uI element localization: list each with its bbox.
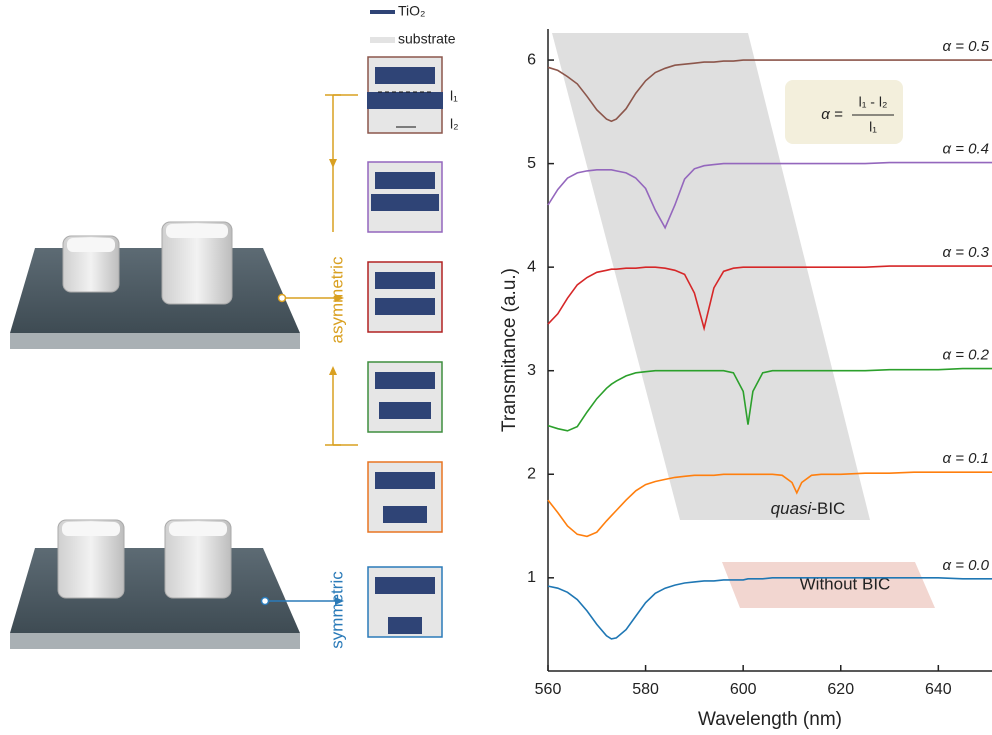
arrow-head [329, 366, 337, 375]
tio2-bar [375, 298, 435, 315]
arrow-origin [262, 598, 269, 605]
arrow-origin [279, 295, 286, 302]
formula-box [785, 80, 903, 144]
tio2-bar [375, 67, 435, 84]
symmetric-label: symmetric [327, 571, 346, 649]
tio2-bar [388, 617, 422, 634]
y-tick-label: 6 [527, 51, 536, 68]
y-tick-label: 4 [527, 258, 536, 275]
formula-numerator: l₁ - l₂ [859, 94, 888, 110]
figure: TiO₂ substrate l₁ l₂ asymmetric symmetri… [0, 0, 992, 735]
series-label: α = 0.4 [942, 141, 989, 158]
substrate-top [10, 548, 300, 633]
series-label: α = 0.3 [942, 244, 989, 261]
x-tick-label: 600 [730, 681, 757, 698]
formula-lhs: α = [821, 106, 843, 123]
pillar-top [166, 224, 228, 238]
bic: -BIC [811, 499, 845, 518]
tio2-bar [371, 194, 439, 211]
y-axis-title: Transmitance (a.u.) [499, 268, 520, 432]
series-label: α = 0.1 [942, 450, 989, 467]
l2-label: l₂ [450, 116, 459, 132]
legend-label: substrate [398, 31, 456, 47]
asymmetric-label: asymmetric [327, 256, 346, 343]
legend-label: TiO₂ [398, 3, 425, 19]
pillar-top [62, 522, 120, 536]
y-tick-label: 1 [527, 569, 536, 586]
tio2-bar [375, 372, 435, 389]
x-tick-label: 580 [632, 681, 659, 698]
substrate-side [10, 333, 300, 349]
substrate-top [10, 248, 300, 333]
tio2-bar [379, 402, 431, 419]
arrow-head [329, 159, 337, 168]
tio2-bar [375, 472, 435, 489]
tio2-bar [375, 272, 435, 289]
tio2-bar [375, 172, 435, 189]
formula-denominator: l₁ [869, 119, 877, 135]
y-tick-label: 2 [527, 465, 536, 482]
pillar-top [169, 522, 227, 536]
series-label: α = 0.0 [942, 557, 989, 574]
tio2-bar [375, 577, 435, 594]
x-tick-label: 560 [535, 681, 562, 698]
tio2-bar [383, 506, 427, 523]
substrate-side [10, 633, 300, 649]
x-axis-title: Wavelength (nm) [698, 709, 842, 730]
tio2-bar [367, 92, 443, 109]
series-label: α = 0.5 [942, 38, 989, 55]
quasi-bic-label: quasi-BIC [771, 499, 846, 518]
pillar-top [67, 238, 115, 252]
l1-label: l₁ [450, 88, 458, 104]
x-tick-label: 620 [827, 681, 854, 698]
y-tick-label: 5 [527, 155, 536, 172]
quasi: quasi [771, 499, 813, 518]
series-label: α = 0.2 [942, 347, 989, 364]
x-tick-label: 640 [925, 681, 952, 698]
diagram [10, 57, 443, 649]
y-tick-label: 3 [527, 362, 536, 379]
